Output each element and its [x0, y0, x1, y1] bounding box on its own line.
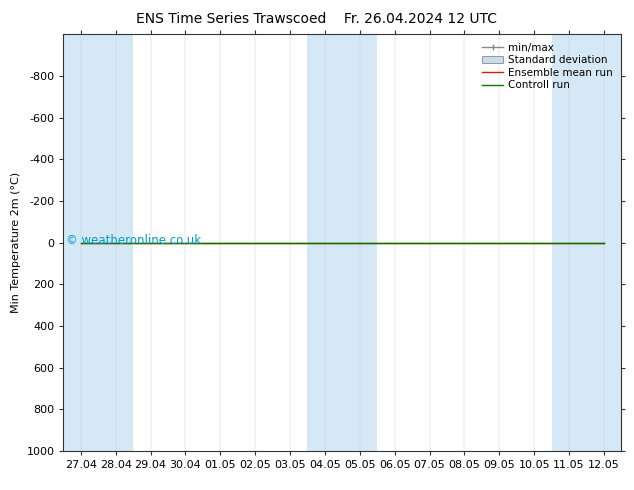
- Legend: min/max, Standard deviation, Ensemble mean run, Controll run: min/max, Standard deviation, Ensemble me…: [479, 40, 616, 94]
- Bar: [307, 34, 377, 451]
- Text: © weatheronline.co.uk: © weatheronline.co.uk: [66, 234, 202, 247]
- Bar: [63, 34, 133, 451]
- Y-axis label: Min Temperature 2m (°C): Min Temperature 2m (°C): [11, 172, 21, 313]
- Bar: [552, 34, 621, 451]
- Text: ENS Time Series Trawscoed    Fr. 26.04.2024 12 UTC: ENS Time Series Trawscoed Fr. 26.04.2024…: [136, 12, 498, 26]
